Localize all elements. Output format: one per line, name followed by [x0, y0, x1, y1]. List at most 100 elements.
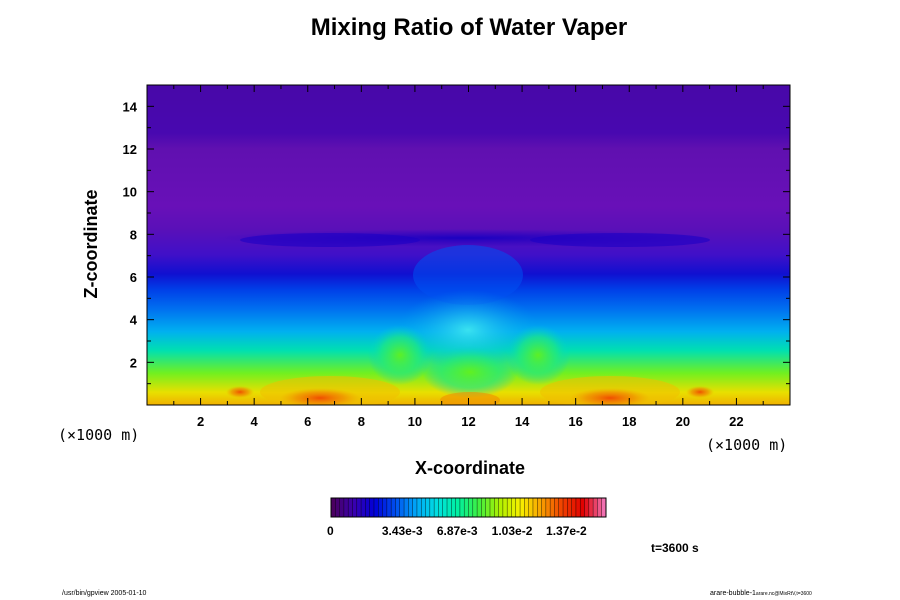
time-label: t=3600 s [651, 541, 699, 555]
x-tick-label-22: 22 [729, 414, 743, 429]
colorbar-swatch [442, 498, 448, 517]
field-layer [147, 85, 790, 405]
x-unit-label: (×1000 m) [706, 436, 788, 454]
colorbar-swatch [481, 498, 486, 517]
x-tick-label-2: 2 [197, 414, 204, 429]
colorbar-swatch [451, 498, 456, 517]
colorbar-swatch [601, 498, 607, 517]
colorbar [330, 497, 607, 518]
x-tick-label-12: 12 [461, 414, 475, 429]
z-unit-label: (×1000 m) [58, 426, 140, 444]
chart-title: Mixing Ratio of Water Vaper [310, 14, 628, 41]
colorbar-swatch [567, 498, 572, 517]
x-tick-label-8: 8 [358, 414, 365, 429]
colorbar-swatch [373, 498, 379, 517]
colorbar-swatch [331, 498, 336, 517]
colorbar-tick-label: 0 [327, 524, 334, 538]
colorbar-swatch [520, 498, 525, 517]
colorbar-swatch [571, 498, 577, 517]
footer-command: /usr/bin/gpview 2005-01-10 [62, 590, 147, 597]
colorbar-tick-label: 1.03e-2 [491, 524, 533, 538]
colorbar-swatch [511, 498, 517, 517]
colorbar-swatch [365, 498, 370, 517]
colorbar-swatch [335, 498, 340, 517]
colorbar-swatch [425, 498, 431, 517]
colorbar-swatch [434, 498, 439, 517]
colorbar-swatch [468, 498, 474, 517]
colorbar-swatch [416, 498, 422, 517]
footer-source: arare-bubble-1arare.nc@MixRtV,t=3600 [710, 590, 812, 597]
colorbar-swatch [575, 498, 581, 517]
colorbar-swatch [528, 498, 534, 517]
colorbar-swatch [447, 498, 452, 517]
colorbar-swatch [494, 498, 499, 517]
y-tick-label-4: 4 [130, 313, 138, 328]
colorbar-swatch [472, 498, 478, 517]
colorbar-swatch [558, 498, 564, 517]
colorbar-swatch [489, 498, 495, 517]
colorbar-swatch [485, 498, 491, 517]
y-tick-label-12: 12 [123, 142, 137, 157]
y-tick-label-8: 8 [130, 227, 137, 242]
colorbar-swatch [408, 498, 413, 517]
colorbar-swatch [545, 498, 551, 517]
colorbar-swatch [395, 498, 401, 517]
colorbar-swatch [378, 498, 383, 517]
colorbar-tick-label: 6.87e-3 [436, 524, 478, 538]
x-tick-label-10: 10 [408, 414, 422, 429]
colorbar-swatch [515, 498, 521, 517]
y-tick-label-10: 10 [123, 185, 137, 200]
colorbar-tick-label: 3.43e-3 [381, 524, 423, 538]
colorbar-swatch [477, 498, 482, 517]
colorbar-swatch [541, 498, 547, 517]
y-tick-label-14: 14 [123, 99, 138, 114]
colorbar-swatch [597, 498, 603, 517]
colorbar-swatch [464, 498, 469, 517]
y-tick-label-6: 6 [130, 270, 137, 285]
colorbar-swatch [459, 498, 465, 517]
y-axis-title: Z-coordinate [81, 189, 101, 299]
colorbar-swatch [404, 498, 409, 517]
colorbar-swatch [455, 498, 461, 517]
colorbar-swatch [352, 498, 358, 517]
colorbar-swatch [399, 498, 405, 517]
colorbar-swatch [343, 498, 349, 517]
colorbar-swatch [369, 498, 375, 517]
colorbar-swatch [412, 498, 418, 517]
colorbar-swatch [429, 498, 435, 517]
colorbar-swatch [593, 498, 598, 517]
x-tick-label-16: 16 [568, 414, 582, 429]
colorbar-swatch [563, 498, 568, 517]
x-axis-title: X-coordinate [414, 458, 525, 478]
colorbar-swatch [588, 498, 594, 517]
x-tick-label-20: 20 [676, 414, 690, 429]
colorbar-tick-label: 1.37e-2 [546, 524, 587, 538]
colorbar-swatch [584, 498, 590, 517]
colorbar-swatch [550, 498, 555, 517]
colorbar-swatch [498, 498, 504, 517]
x-tick-label-18: 18 [622, 414, 636, 429]
footer-source-name: arare-bubble-1 [710, 590, 756, 597]
colorbar-swatch [507, 498, 512, 517]
colorbar-frame [330, 497, 607, 518]
y-tick-label-2: 2 [130, 355, 137, 370]
colorbar-swatch [438, 498, 444, 517]
footer-source-variable: arare.nc@MixRtV,t=3600 [755, 591, 812, 597]
colorbar-swatch [580, 498, 585, 517]
colorbar-swatch [502, 498, 508, 517]
colorbar-swatch [391, 498, 396, 517]
colorbar-swatch [356, 498, 362, 517]
colorbar-swatch [382, 498, 388, 517]
colorbar-swatch [386, 498, 392, 517]
colorbar-swatch [421, 498, 426, 517]
x-tick-label-4: 4 [251, 414, 259, 429]
colorbar-swatch [361, 498, 366, 517]
colorbar-swatch [524, 498, 529, 517]
colorbar-swatch [537, 498, 542, 517]
colorbar-swatch [532, 498, 538, 517]
x-axis: 2 4 6 8 10 12 14 16 18 20 22 [146, 85, 791, 429]
y-axis: 2 4 6 8 10 12 14 [123, 84, 790, 406]
colorbar-swatch [339, 498, 345, 517]
x-tick-label-14: 14 [515, 414, 530, 429]
colorbar-swatch [554, 498, 560, 517]
